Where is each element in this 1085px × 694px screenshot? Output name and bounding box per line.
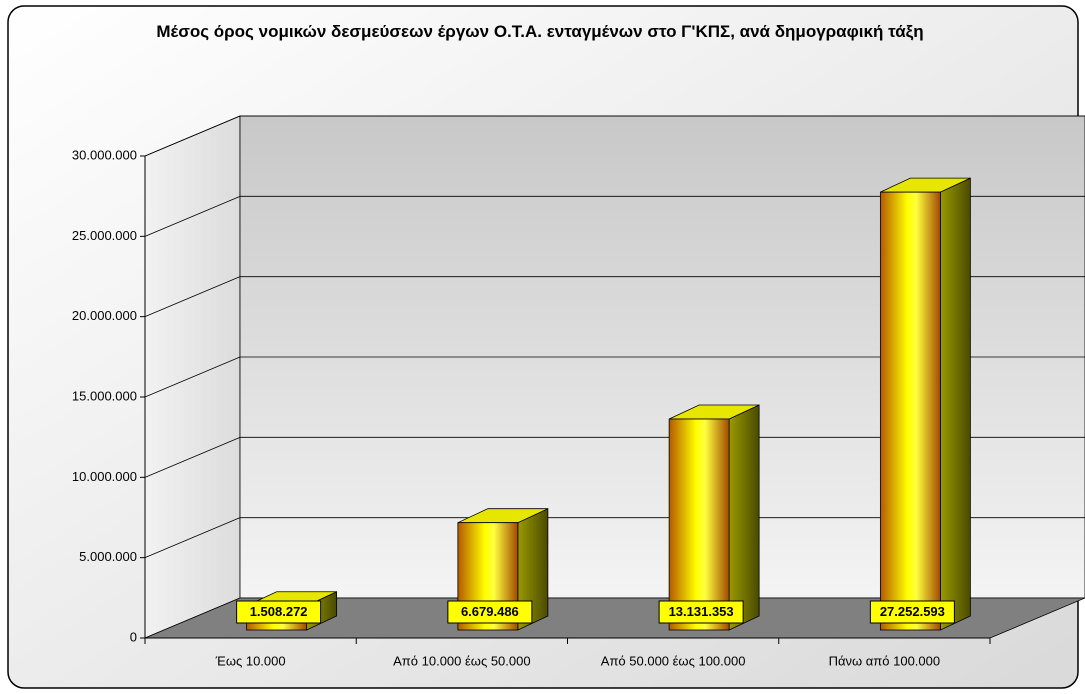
y-tick-label: 5.000.000	[79, 549, 137, 564]
data-label-box	[869, 600, 955, 624]
y-tick-label: 0	[130, 629, 137, 644]
y-tick-label: 10.000.000	[72, 469, 137, 484]
data-label: 6.679.486	[461, 604, 519, 619]
data-label-box	[236, 600, 322, 624]
grid-line	[144, 195, 241, 237]
grid-line	[144, 356, 241, 398]
bar-side	[939, 177, 971, 631]
data-label: 13.131.353	[669, 604, 734, 619]
y-tick-label: 25.000.000	[72, 228, 137, 243]
x-tick-label: Έως 10.000	[215, 653, 286, 668]
data-label-box	[658, 600, 744, 624]
bar	[668, 418, 730, 631]
grid-line	[144, 517, 241, 559]
bar	[879, 191, 941, 631]
grid-line	[144, 115, 241, 157]
y-tick-label: 30.000.000	[72, 147, 137, 162]
data-label: 1.508.272	[250, 604, 308, 619]
x-tick-label: Πάνω από 100.000	[829, 653, 940, 668]
x-tick-label: Από 50.000 έως 100.000	[601, 653, 746, 668]
y-tick-label: 15.000.000	[72, 388, 137, 403]
chart-title: Μέσος όρος νομικών δεσμεύσεων έργων Ο.Τ.…	[156, 22, 924, 41]
data-label-box	[447, 600, 533, 624]
y-tick-label: 20.000.000	[72, 308, 137, 323]
x-tick-label: Από 10.000 έως 50.000	[393, 653, 530, 668]
bar-side	[728, 404, 760, 631]
grid-line	[144, 436, 241, 478]
grid-line	[144, 276, 241, 318]
data-label: 27.252.593	[880, 604, 945, 619]
